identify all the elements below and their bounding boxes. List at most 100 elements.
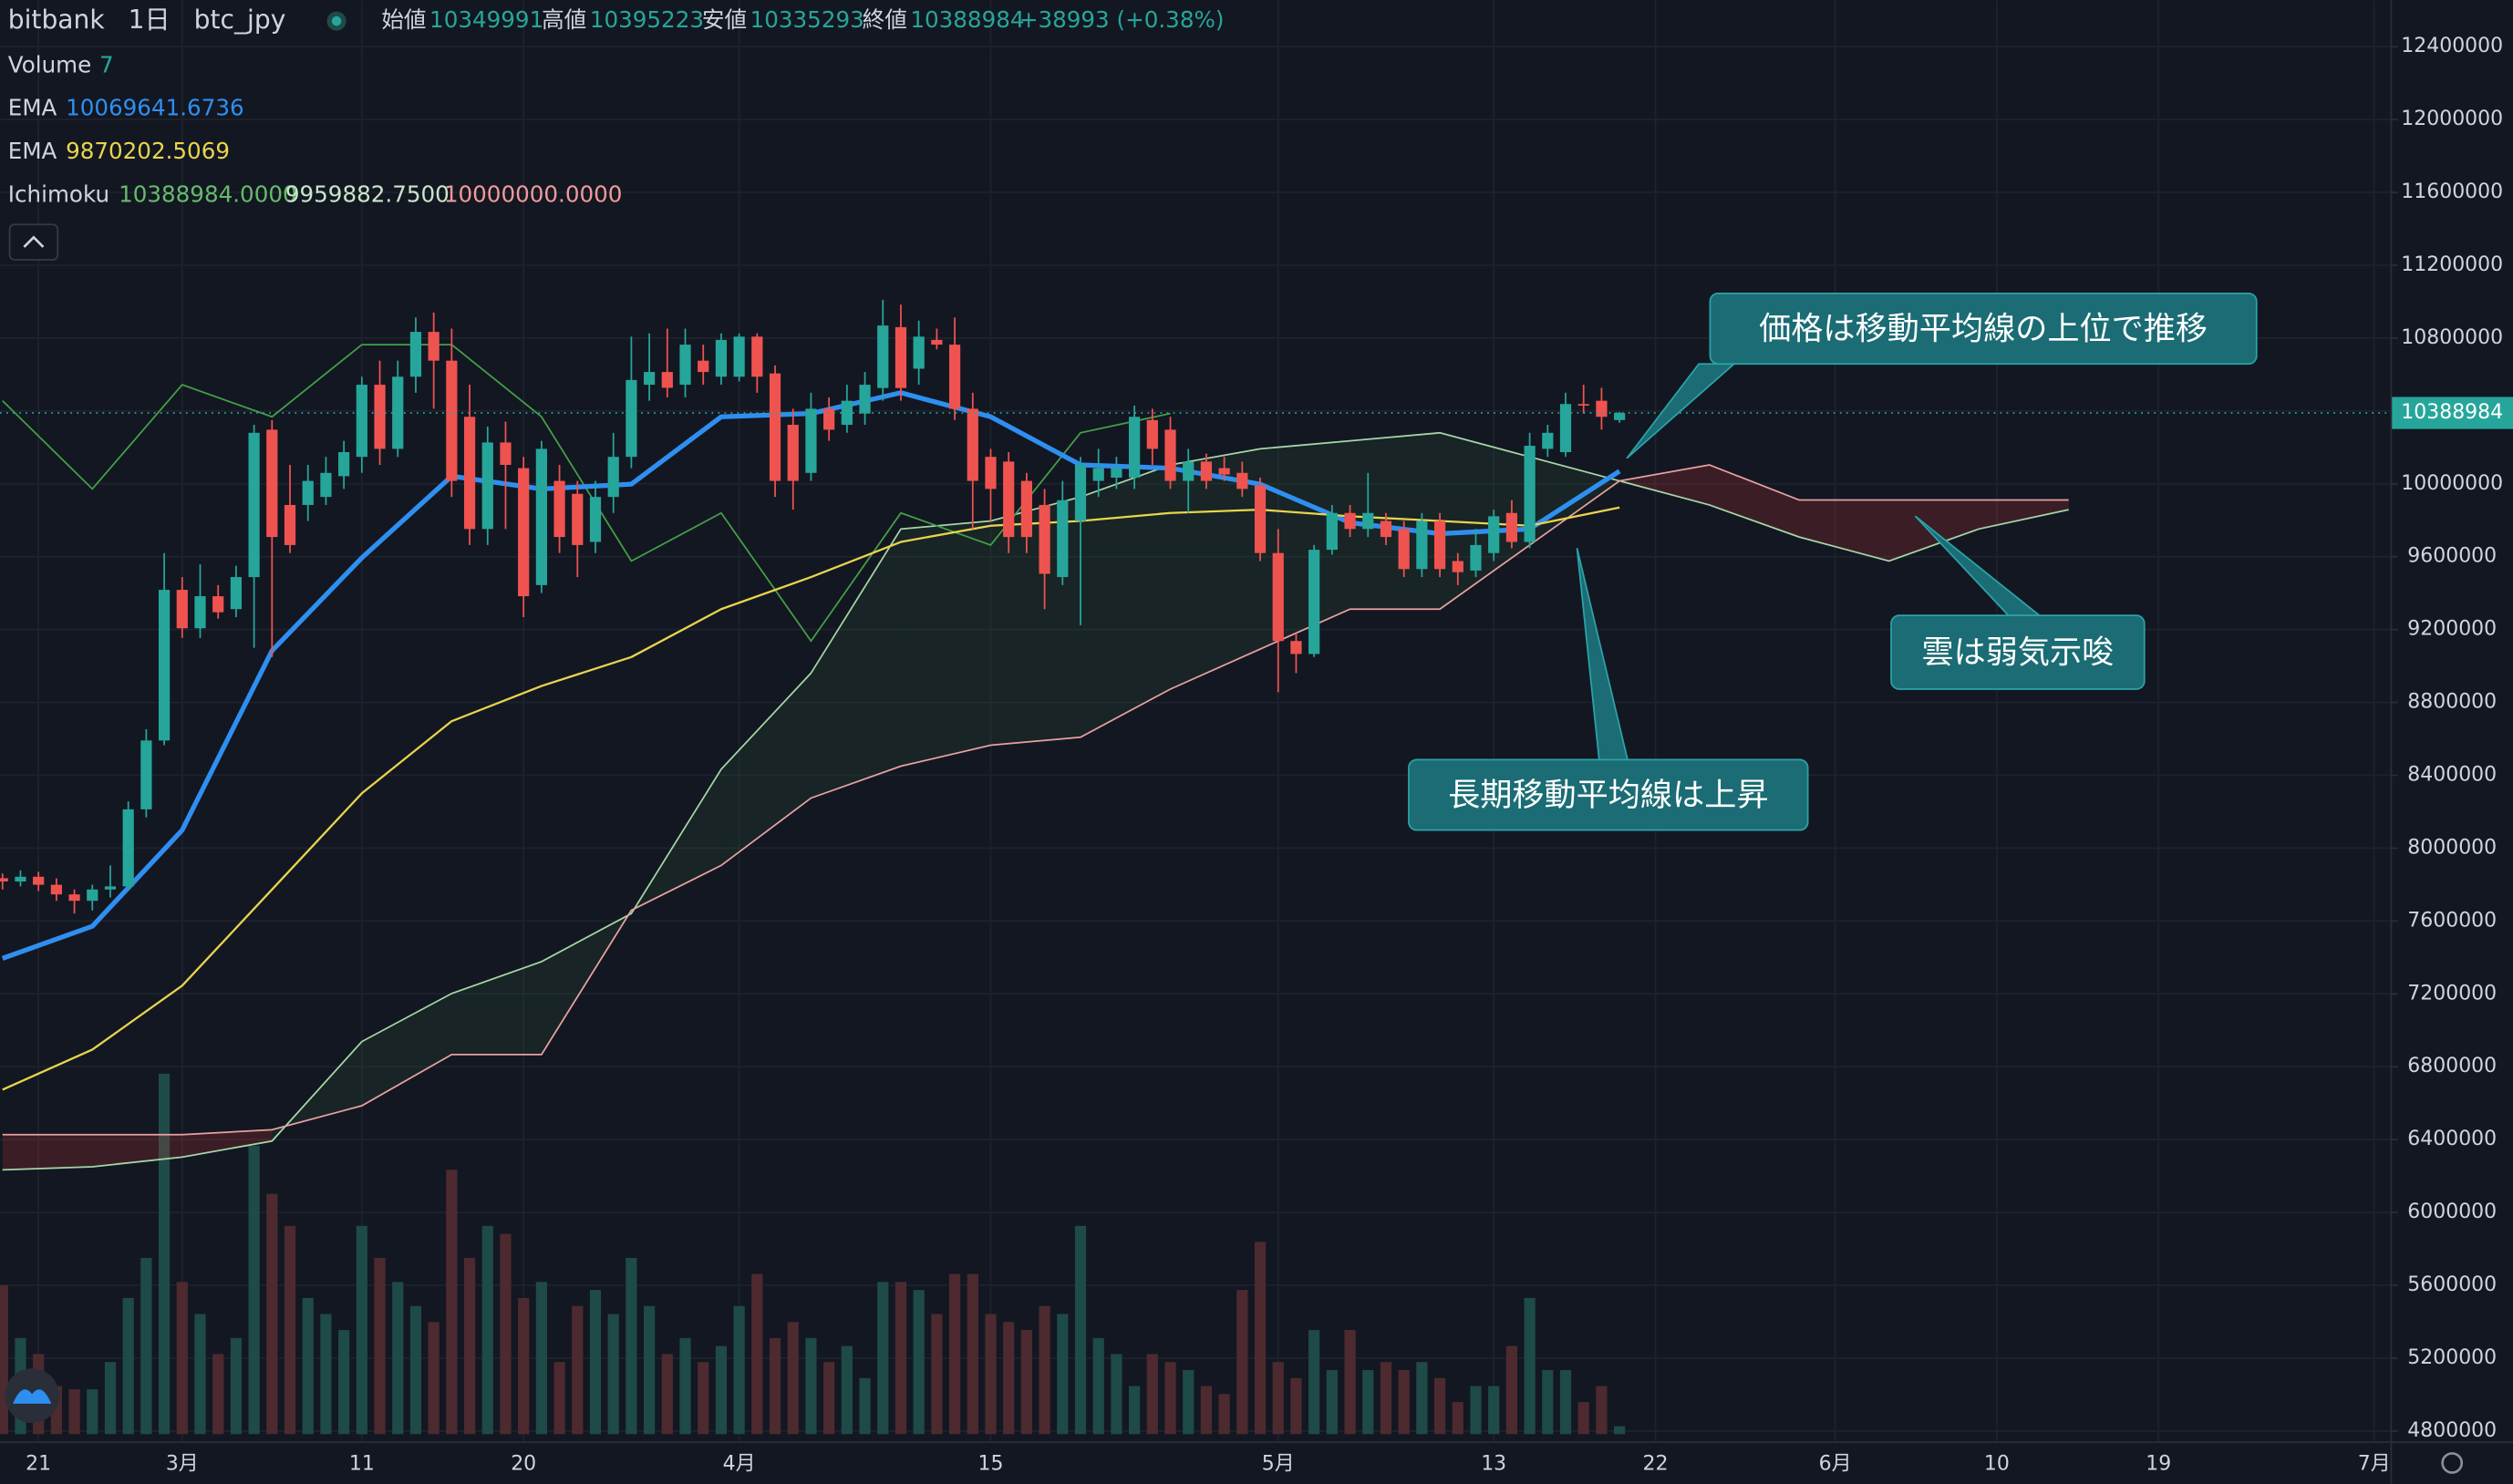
x-tick-label: 6月 — [1819, 1453, 1852, 1476]
candle-body — [1129, 417, 1141, 478]
y-tick-label: 5200000 — [2407, 1346, 2497, 1369]
volume-bar — [122, 1297, 134, 1435]
y-tick-label: 11200000 — [2401, 253, 2503, 276]
candle-body — [1344, 512, 1356, 530]
volume-bar — [1200, 1386, 1213, 1435]
y-tick-label: 7200000 — [2407, 982, 2497, 1005]
volume-bar — [518, 1297, 530, 1435]
volume-bar — [1452, 1402, 1463, 1435]
ichimoku-label: Ichimoku — [8, 181, 109, 208]
candle-body — [409, 332, 422, 377]
open-label: 始値 — [381, 6, 426, 33]
volume-bar — [751, 1273, 763, 1435]
candle-body — [463, 417, 476, 530]
volume-bar — [913, 1290, 925, 1435]
x-tick-label: 11 — [349, 1453, 375, 1476]
volume-bar — [374, 1257, 386, 1435]
volume-bar — [1433, 1377, 1446, 1435]
volume-bar — [1218, 1394, 1230, 1435]
cloud-segment — [1799, 500, 1889, 562]
volume-value: 7 — [99, 51, 114, 77]
collapse-icon — [23, 235, 45, 248]
candle-body — [698, 360, 709, 373]
volume-bar — [1505, 1345, 1518, 1435]
candle-body — [50, 884, 62, 895]
callout-text: 長期移動平均線は上昇 — [1448, 777, 1768, 814]
callout-text: 雲は弱気示唆 — [1921, 634, 2114, 671]
candle-body — [500, 442, 512, 465]
volume-bar — [176, 1282, 188, 1435]
volume-bar — [1470, 1386, 1482, 1435]
volume-bar — [1057, 1314, 1069, 1435]
candle-body — [1452, 561, 1463, 572]
candle-body — [122, 809, 134, 887]
volume-bar — [787, 1322, 799, 1435]
cloud-segment — [1619, 464, 1710, 505]
candle-body — [877, 325, 889, 388]
y-tick-label: 9600000 — [2407, 545, 2497, 568]
candle-body — [913, 336, 925, 369]
candle-body — [1183, 461, 1194, 481]
cloud-segment — [361, 993, 452, 1107]
volume-bar — [1326, 1370, 1338, 1435]
volume-bar — [1074, 1225, 1087, 1435]
candle-body — [1398, 529, 1410, 570]
cloud-segment — [720, 673, 812, 866]
candle-body — [266, 429, 278, 538]
settings-icon[interactable] — [2441, 1452, 2464, 1474]
volume-bar — [338, 1330, 350, 1435]
candle-body — [607, 457, 619, 498]
candle-body — [1272, 552, 1284, 642]
high-label: 高値 — [542, 6, 586, 33]
close-value: 10388984 — [910, 6, 1024, 33]
volume-bar — [1577, 1402, 1589, 1435]
candle-body — [859, 385, 871, 414]
candle-body — [931, 339, 943, 345]
volume-bar — [698, 1362, 709, 1435]
candle-body — [1254, 485, 1267, 553]
candle-body — [140, 740, 152, 809]
volume-bar — [1164, 1362, 1176, 1435]
candle-body — [194, 596, 206, 629]
volume-bar — [985, 1314, 997, 1435]
y-tick-label: 7600000 — [2407, 909, 2497, 932]
cloud-span-a — [2, 431, 2069, 1171]
candle-body — [1505, 512, 1518, 542]
volume-bar — [1129, 1386, 1141, 1435]
volume-bar — [1290, 1377, 1302, 1435]
candle-body — [751, 336, 763, 377]
candle-body — [1326, 512, 1338, 551]
y-tick-label: 6800000 — [2407, 1055, 2497, 1077]
low-label: 安値 — [702, 6, 747, 33]
volume-bar — [212, 1354, 224, 1435]
candle-body — [320, 472, 332, 498]
volume-bar — [1344, 1330, 1356, 1435]
candle-body — [823, 408, 835, 430]
ema-label: EMA — [8, 138, 57, 164]
volume-bar — [194, 1314, 206, 1435]
volume-bar — [320, 1314, 332, 1435]
y-tick-label: 11600000 — [2401, 180, 2503, 203]
volume-bar — [679, 1337, 691, 1435]
candle-body — [356, 385, 367, 458]
y-tick-label: 4800000 — [2407, 1419, 2497, 1442]
candle-body — [1057, 500, 1069, 578]
volume-bar — [1236, 1290, 1248, 1435]
candle-body — [176, 590, 188, 629]
volume-bar — [1183, 1370, 1194, 1435]
volume-bar — [1308, 1330, 1320, 1435]
x-tick-label: 13 — [1481, 1453, 1506, 1476]
volume-bar — [805, 1337, 817, 1435]
callout-text: 価格は移動平均線の上位で推移 — [1759, 310, 2208, 347]
volume-bar — [500, 1233, 512, 1435]
candle-body — [1200, 461, 1213, 481]
volume-bar — [1020, 1330, 1033, 1435]
candle-body — [733, 336, 745, 377]
volume-bar — [948, 1273, 961, 1435]
volume-bar — [859, 1377, 871, 1435]
candle-body — [1433, 520, 1446, 570]
collapse-button[interactable] — [8, 223, 59, 261]
candle-body — [481, 442, 493, 530]
y-tick-label: 12400000 — [2401, 35, 2503, 57]
candle-body — [1488, 516, 1500, 553]
